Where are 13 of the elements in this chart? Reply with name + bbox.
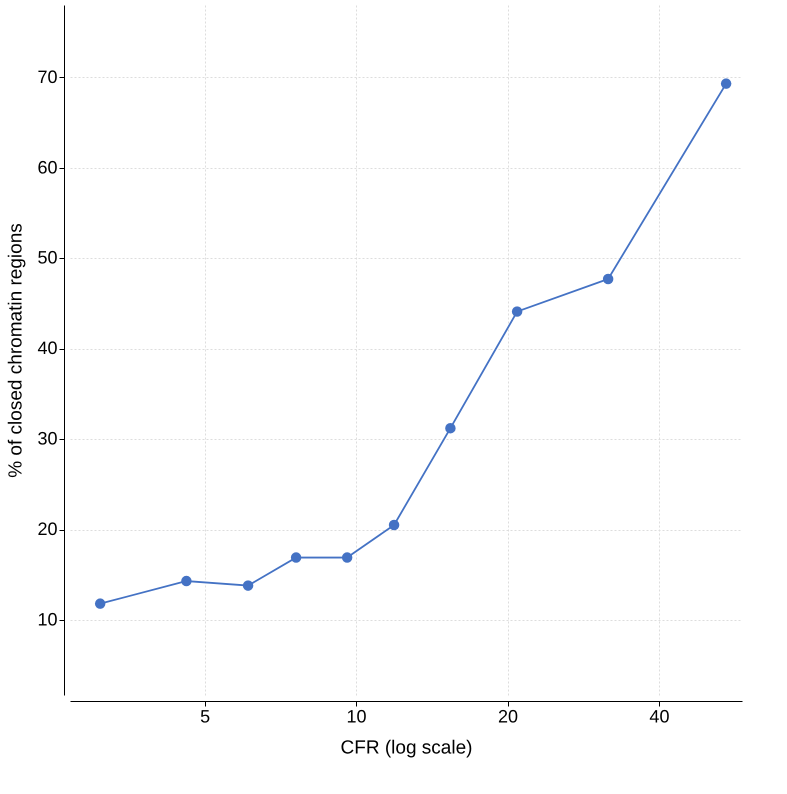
x-tick-label: 5 (200, 706, 210, 726)
y-tick-label: 60 (37, 157, 58, 178)
x-tick-label: 20 (498, 706, 518, 726)
y-tick-label: 70 (37, 66, 58, 87)
x-axis-title: CFR (log scale) (340, 738, 472, 758)
y-tick-label: 50 (37, 248, 58, 268)
y-axis-title: % of closed chromatin regions (5, 223, 26, 478)
y-tick-label: 40 (37, 338, 58, 358)
x-tick-label: 40 (649, 706, 670, 726)
y-tick-label: 30 (37, 428, 58, 449)
y-tick-label: 10 (37, 609, 58, 630)
y-tick-label: 20 (37, 519, 58, 540)
x-tick-label: 10 (346, 706, 367, 726)
